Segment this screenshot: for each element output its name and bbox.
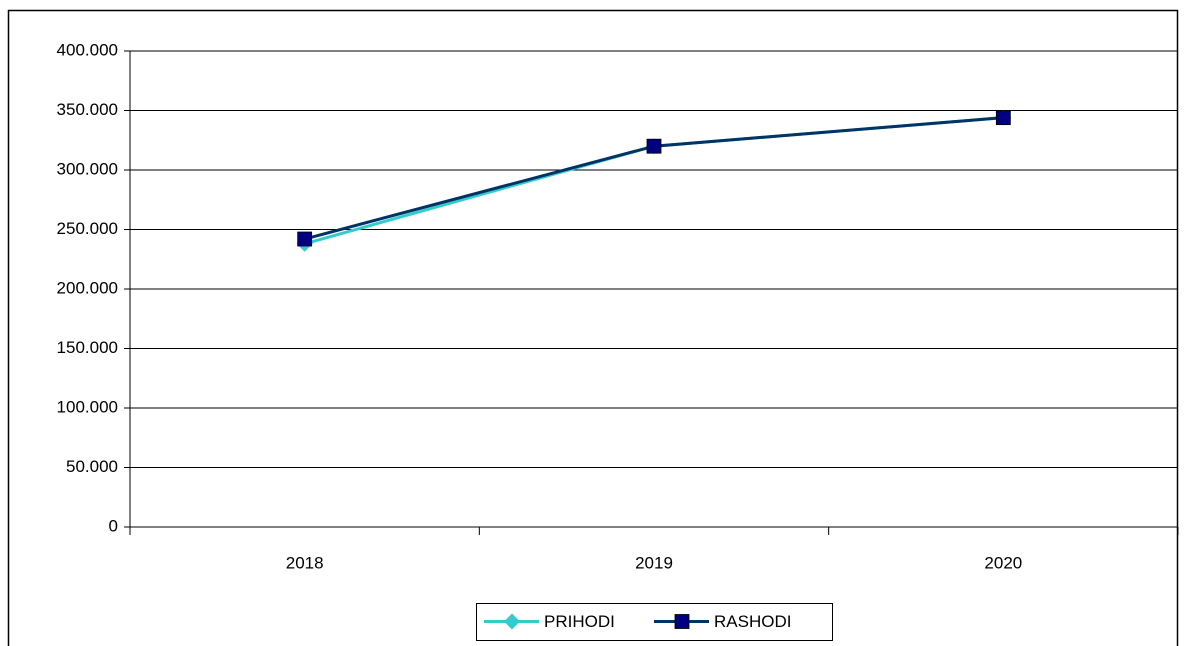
data-point bbox=[995, 110, 1011, 126]
data-point bbox=[297, 231, 313, 247]
y-tick-label: 50.000 bbox=[66, 457, 118, 476]
y-tick-label: 400.000 bbox=[57, 40, 118, 59]
x-tick-label: 2020 bbox=[984, 553, 1022, 572]
chart-border bbox=[7, 9, 1179, 646]
y-tick-label: 100.000 bbox=[57, 397, 118, 416]
y-tick-label: 350.000 bbox=[57, 100, 118, 119]
y-tick-label: 250.000 bbox=[57, 219, 118, 238]
legend-marker bbox=[674, 614, 690, 629]
x-tick-label: 2019 bbox=[635, 553, 673, 572]
y-tick-label: 200.000 bbox=[57, 278, 118, 297]
y-tick-label: 150.000 bbox=[57, 338, 118, 357]
y-tick-label: 0 bbox=[109, 516, 118, 535]
legend-label: RASHODI bbox=[714, 612, 791, 631]
y-tick-label: 300.000 bbox=[57, 159, 118, 178]
x-tick-label: 2018 bbox=[286, 553, 324, 572]
data-point bbox=[646, 138, 662, 154]
legend-marker bbox=[504, 613, 520, 630]
legend-label: PRIHODI bbox=[544, 612, 615, 631]
